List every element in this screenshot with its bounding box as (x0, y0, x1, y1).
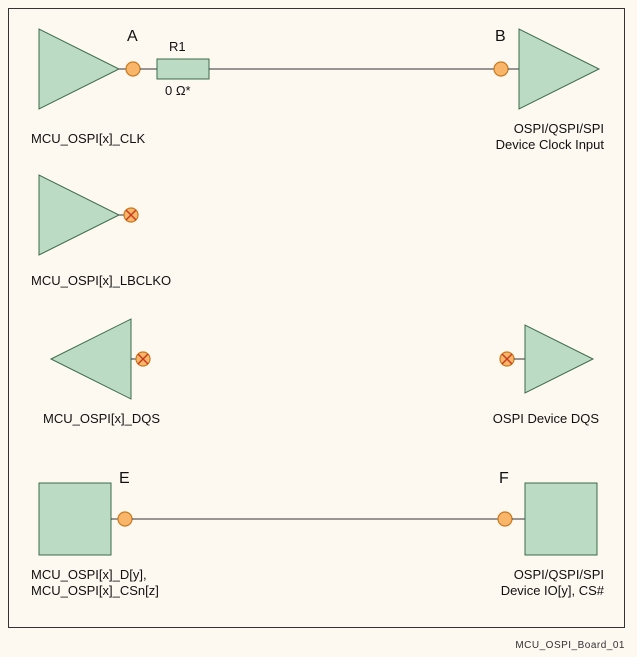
node-e (118, 512, 132, 526)
node-nc-r3-right (500, 352, 514, 366)
diagram-frame: A B R1 0 Ω* MCU_OSPI[x]_CLK OSPI/QSPI/SP… (8, 8, 625, 628)
block-right-r4 (525, 483, 597, 555)
node-a (126, 62, 140, 76)
resistor-r1 (157, 59, 209, 79)
label-r1-right: OSPI/QSPI/SPI Device Clock Input (449, 121, 604, 154)
footer-label: MCU_OSPI_Board_01 (515, 640, 625, 651)
label-r3-right: OSPI Device DQS (449, 411, 599, 427)
label-r1-right-l1: OSPI/QSPI/SPI (514, 121, 604, 136)
buffer-right-r1 (519, 29, 599, 109)
label-r1-bottom: 0 Ω* (165, 83, 191, 99)
block-left-r4 (39, 483, 111, 555)
label-point-a: A (127, 27, 138, 47)
buffer-left-r1 (39, 29, 119, 109)
label-point-b: B (495, 27, 506, 47)
diagram-canvas: A B R1 0 Ω* MCU_OSPI[x]_CLK OSPI/QSPI/SP… (0, 0, 637, 657)
label-point-f: F (499, 469, 509, 489)
label-r3-left: MCU_OSPI[x]_DQS (43, 411, 160, 427)
label-r1-left: MCU_OSPI[x]_CLK (31, 131, 145, 147)
label-r4-right-l1: OSPI/QSPI/SPI (514, 567, 604, 582)
label-r2-left: MCU_OSPI[x]_LBCLKO (31, 273, 171, 289)
label-r4-right-l2: Device IO[y], CS# (501, 583, 604, 598)
node-f (498, 512, 512, 526)
diagram-svg (9, 9, 626, 629)
label-r1-top: R1 (169, 39, 186, 55)
buffer-left-r3 (51, 319, 131, 399)
label-r4-left-l1: MCU_OSPI[x]_D[y], (31, 567, 147, 582)
label-point-e: E (119, 469, 130, 489)
buffer-right-r3 (525, 325, 593, 393)
node-b (494, 62, 508, 76)
buffer-left-r2 (39, 175, 119, 255)
label-r1-right-l2: Device Clock Input (496, 137, 604, 152)
label-r4-left: MCU_OSPI[x]_D[y], MCU_OSPI[x]_CSn[z] (31, 567, 159, 600)
node-nc-r3-left (136, 352, 150, 366)
node-nc-r2 (124, 208, 138, 222)
label-r4-right: OSPI/QSPI/SPI Device IO[y], CS# (454, 567, 604, 600)
label-r4-left-l2: MCU_OSPI[x]_CSn[z] (31, 583, 159, 598)
